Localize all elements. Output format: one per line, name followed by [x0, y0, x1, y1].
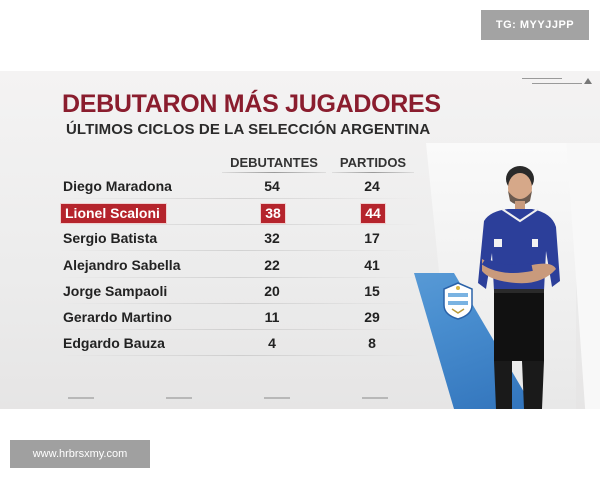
- coach-name: Gerardo Martino: [63, 309, 172, 325]
- table-row: Alejandro Sabella 22 41: [0, 252, 430, 278]
- watermark-top: TG: MYYJJPP: [481, 10, 589, 40]
- debutantes-value: 22: [264, 256, 280, 273]
- debutantes-value: 54: [264, 178, 280, 194]
- partidos-value: 8: [368, 335, 376, 352]
- row-divider: [60, 329, 420, 330]
- row-divider: [60, 302, 420, 304]
- row-divider: [60, 250, 420, 252]
- table-row: Lionel Scaloni 38 44: [0, 199, 430, 226]
- coach-name: Edgardo Bauza: [63, 335, 165, 352]
- stats-graphic: DEBUTARON MÁS JUGADORES ÚLTIMOS CICLOS D…: [0, 71, 600, 409]
- coach-name: Diego Maradona: [63, 178, 172, 194]
- row-divider: [60, 355, 420, 357]
- graphic-subtitle: ÚLTIMOS CICLOS DE LA SELECCIÓN ARGENTINA: [66, 121, 431, 138]
- corner-decoration: [522, 75, 592, 89]
- afa-crest-icon: [443, 282, 473, 320]
- column-header-partidos: PARTIDOS: [339, 155, 407, 170]
- table-row: Edgardo Bauza 4 8: [0, 330, 430, 357]
- debutantes-value: 20: [264, 282, 280, 299]
- debutantes-value: 11: [264, 309, 280, 325]
- debutantes-value: 32: [264, 230, 280, 247]
- table-row: Sergio Batista 32 17: [0, 225, 430, 252]
- coach-name: Sergio Batista: [63, 230, 158, 247]
- partidos-value: 41: [364, 256, 380, 273]
- partidos-value: 24: [364, 178, 380, 194]
- coach-photo: [478, 166, 560, 409]
- table-row: Gerardo Martino 11 29: [0, 304, 430, 330]
- debutantes-value: 4: [268, 335, 276, 352]
- coach-name: Lionel Scaloni: [60, 203, 167, 225]
- watermark-bottom: www.hrbrsxmy.com: [10, 440, 150, 468]
- debutantes-value: 38: [260, 203, 286, 225]
- bottom-tick-marks: [0, 395, 600, 405]
- column-header-debutantes: DEBUTANTES: [230, 155, 318, 170]
- coach-name: Jorge Sampaoli: [63, 282, 168, 299]
- coach-photo-panel: [414, 143, 600, 409]
- row-divider: [60, 276, 420, 278]
- coach-name: Alejandro Sabella: [63, 256, 181, 273]
- row-divider: [60, 224, 420, 226]
- partidos-value: 44: [360, 203, 386, 225]
- row-divider: [60, 198, 420, 199]
- partidos-value: 29: [364, 309, 380, 325]
- table-row: Diego Maradona 54 24: [0, 173, 430, 199]
- header-underline: [222, 172, 326, 173]
- partidos-value: 15: [364, 282, 380, 299]
- header-underline: [332, 172, 414, 173]
- partidos-value: 17: [364, 230, 380, 247]
- graphic-title: DEBUTARON MÁS JUGADORES: [62, 90, 441, 118]
- table-row: Jorge Sampaoli 20 15: [0, 278, 430, 304]
